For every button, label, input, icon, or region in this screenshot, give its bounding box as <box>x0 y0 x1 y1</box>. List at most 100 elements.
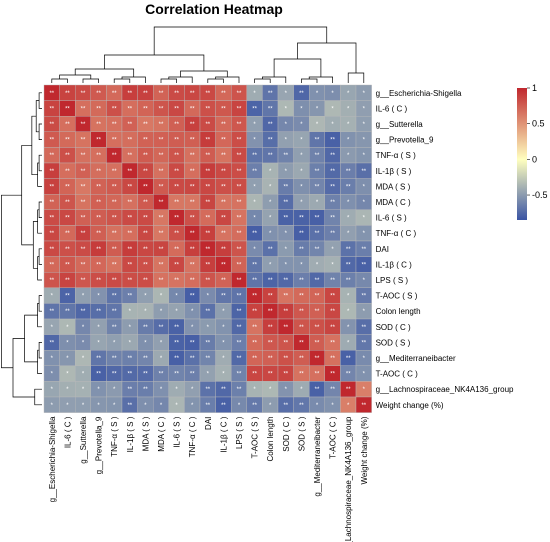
significance-mark: ** <box>112 231 117 237</box>
significance-mark: * <box>175 403 178 409</box>
significance-mark: * <box>66 403 69 409</box>
significance-mark: ** <box>159 169 164 175</box>
significance-mark: * <box>269 231 272 237</box>
dendrogram-branch <box>37 162 42 187</box>
significance-mark: ** <box>361 247 366 253</box>
significance-mark: * <box>253 247 256 253</box>
row-label: g__Lachnospiraceae_NK4A136_group <box>376 385 514 394</box>
significance-mark: ** <box>143 387 148 393</box>
significance-mark: ** <box>205 356 210 362</box>
significance-mark: * <box>347 153 350 159</box>
significance-mark: ** <box>237 231 242 237</box>
significance-mark: ** <box>190 216 195 222</box>
significance-mark: ** <box>127 247 132 253</box>
significance-mark: * <box>316 200 319 206</box>
significance-mark: * <box>363 278 366 284</box>
significance-mark: ** <box>127 231 132 237</box>
significance-mark: ** <box>205 106 210 112</box>
significance-mark: ** <box>237 340 242 346</box>
significance-mark: ** <box>143 247 148 253</box>
significance-mark: ** <box>127 138 132 144</box>
significance-mark: * <box>160 356 163 362</box>
significance-mark: ** <box>96 372 101 378</box>
significance-mark: ** <box>190 231 195 237</box>
row-label: LPS ( S ) <box>376 276 409 285</box>
significance-mark: ** <box>205 278 210 284</box>
significance-mark: ** <box>81 216 86 222</box>
significance-mark: * <box>363 91 366 97</box>
significance-mark: ** <box>283 372 288 378</box>
significance-mark: ** <box>283 356 288 362</box>
significance-mark: * <box>269 184 272 190</box>
significance-mark: * <box>160 294 163 300</box>
significance-mark: ** <box>299 294 304 300</box>
significance-mark: ** <box>252 106 257 112</box>
significance-mark: ** <box>65 216 70 222</box>
significance-mark: * <box>97 294 100 300</box>
heatmap-cells <box>43 84 372 413</box>
significance-mark: ** <box>65 122 70 128</box>
significance-mark: ** <box>81 91 86 97</box>
significance-mark: * <box>207 372 210 378</box>
significance-mark: * <box>285 262 288 268</box>
significance-mark: ** <box>221 184 226 190</box>
significance-mark: ** <box>112 262 117 268</box>
significance-mark: ** <box>190 278 195 284</box>
column-label: IL-1β ( S ) <box>126 416 135 452</box>
significance-mark: ** <box>49 106 54 112</box>
column-label: SOD ( C ) <box>282 416 291 451</box>
significance-mark: ** <box>127 91 132 97</box>
color-legend: 1 0.5 0 -0.5 <box>517 83 548 220</box>
significance-mark: ** <box>159 372 164 378</box>
significance-mark: * <box>253 122 256 128</box>
significance-mark: ** <box>190 122 195 128</box>
significance-mark: ** <box>205 262 210 268</box>
significance-mark: ** <box>159 153 164 159</box>
significance-mark: ** <box>237 169 242 175</box>
significance-mark: ** <box>346 356 351 362</box>
significance-mark: ** <box>96 122 101 128</box>
significance-mark: ** <box>174 216 179 222</box>
significance-mark: * <box>285 387 288 393</box>
dendrogram-branch <box>308 76 333 83</box>
significance-mark: * <box>269 216 272 222</box>
row-label: T-AOC ( S ) <box>376 292 418 301</box>
dendrogram-branch <box>74 68 135 77</box>
significance-mark: * <box>82 356 85 362</box>
significance-mark: ** <box>361 403 366 409</box>
significance-mark: * <box>347 231 350 237</box>
significance-mark: ** <box>268 340 273 346</box>
significance-mark: ** <box>299 278 304 284</box>
significance-mark: * <box>300 169 303 175</box>
significance-mark: * <box>331 91 334 97</box>
row-labels: g__Escherichia-Shigella IL-6 ( C ) g__Sutt… <box>376 89 514 410</box>
significance-mark: * <box>253 387 256 393</box>
dendrogram-branch <box>273 58 322 77</box>
significance-mark: * <box>222 340 225 346</box>
significance-mark: ** <box>49 340 54 346</box>
significance-mark: ** <box>221 247 226 253</box>
significance-mark: ** <box>159 262 164 268</box>
significance-mark: ** <box>315 325 320 331</box>
significance-mark: ** <box>237 138 242 144</box>
significance-mark: * <box>316 106 319 112</box>
column-label: g__Lachnospiraceae_NK4A136_group <box>344 416 353 542</box>
significance-mark: ** <box>143 325 148 331</box>
significance-mark: * <box>316 403 319 409</box>
significance-mark: * <box>363 138 366 144</box>
significance-mark: ** <box>96 184 101 190</box>
significance-mark: ** <box>190 200 195 206</box>
dendrogram-branch <box>180 70 228 77</box>
significance-mark: ** <box>81 262 86 268</box>
significance-mark: ** <box>65 309 70 315</box>
column-label: T-AOC ( S ) <box>251 416 260 458</box>
significance-mark: ** <box>299 309 304 315</box>
significance-mark: ** <box>65 184 70 190</box>
significance-mark: * <box>222 372 225 378</box>
column-label: IL-1β ( C ) <box>219 416 228 452</box>
significance-mark: ** <box>81 231 86 237</box>
significance-mark: ** <box>346 372 351 378</box>
significance-mark: * <box>66 387 69 393</box>
significance-mark: ** <box>49 169 54 175</box>
significance-mark: * <box>51 372 54 378</box>
